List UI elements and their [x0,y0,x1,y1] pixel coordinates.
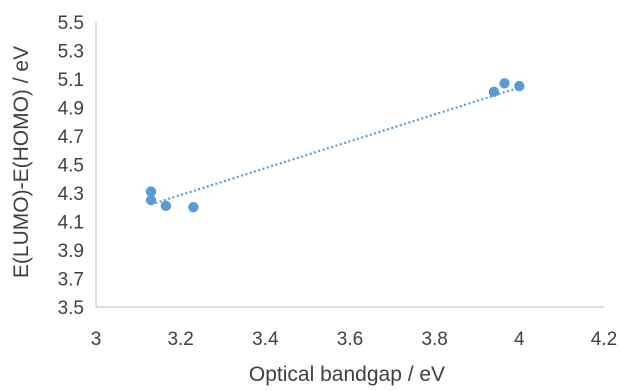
data-point [160,200,172,212]
x-tick-label: 3.2 [167,329,193,350]
y-tick-labels: 3.5 3.7 3.9 4.1 4.3 4.5 4.7 4.9 5.1 5.3 5.5 [58,13,84,319]
y-tick-label: 4.7 [58,127,84,148]
chart-axes [95,22,604,308]
y-tick-label: 5.5 [58,13,84,34]
data-point [188,202,199,213]
data-point [145,194,157,206]
data-points [145,78,525,213]
x-tick-labels: 3 3.2 3.4 3.6 3.8 4 4.2 [91,329,618,350]
data-point [488,86,500,98]
y-tick-label: 4.5 [58,156,84,177]
y-axis-label: E(LUMO)-E(HOMO) / eV [10,46,33,278]
x-tick-label: 3 [91,329,102,350]
y-tick-label: 3.7 [58,270,84,291]
data-point [145,186,157,197]
y-tick-label: 3.5 [58,298,84,319]
x-tick-label: 4 [514,329,525,350]
y-tick-label: 4.1 [58,213,84,234]
x-tick-label: 3.8 [421,329,447,350]
data-point [514,80,525,92]
trendline-group [150,86,520,206]
x-axis-label: Optical bandgap / eV [249,363,445,386]
y-tick-label: 4.9 [58,99,84,120]
data-point [499,78,510,89]
x-tick-label: 3.6 [337,329,363,350]
y-tick-label: 3.9 [58,241,84,262]
x-tick-label: 4.2 [591,329,617,350]
trendline [150,86,520,206]
y-tick-label: 5.1 [58,70,84,91]
y-tick-label: 4.3 [58,184,84,205]
y-tick-label: 5.3 [58,42,84,63]
x-tick-label: 3.4 [252,329,279,350]
